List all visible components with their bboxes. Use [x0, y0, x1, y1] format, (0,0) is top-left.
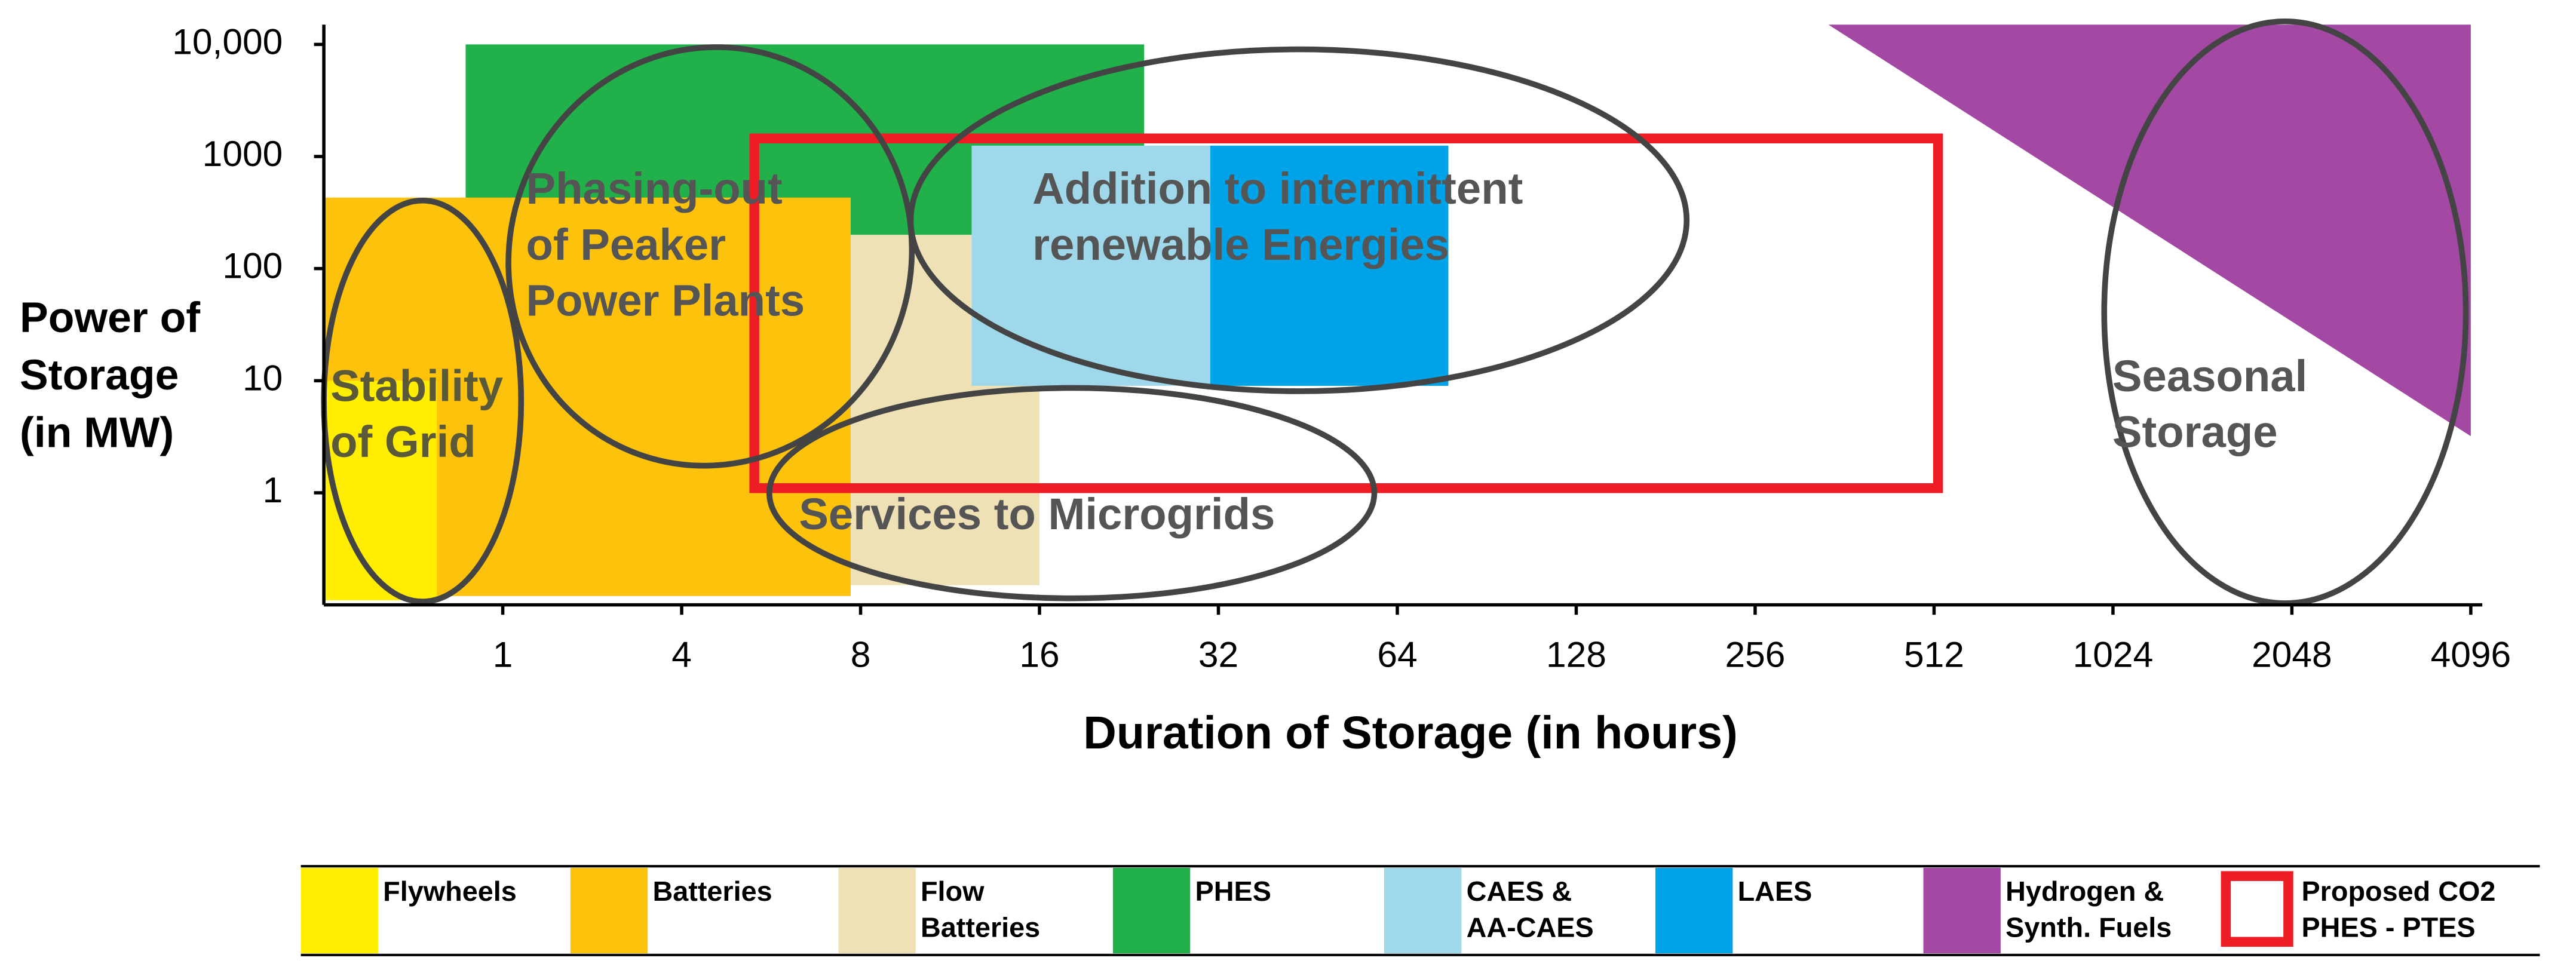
x-tick-label: 1024 [2073, 634, 2154, 675]
y-tick-label: 1000 [203, 133, 283, 174]
x-tick-label: 4096 [2431, 634, 2511, 675]
annotation: Stability of Grid [330, 361, 504, 467]
legend-label: CAES & AA-CAES [1466, 876, 1594, 944]
legend-swatch [2221, 871, 2293, 947]
x-tick-label: 32 [1198, 634, 1238, 675]
legend-label: Flow Batteries [920, 876, 1041, 944]
legend-label: Hydrogen & Synth. Fuels [2005, 876, 2172, 944]
legend-swatch [838, 867, 916, 954]
ellipse [907, 46, 1690, 394]
legend-swatch [1923, 867, 2001, 954]
legend-label: Batteries [652, 876, 772, 907]
legend-label: PHES [1195, 876, 1271, 907]
annotation-box: Seasonal Storage [2112, 351, 2308, 458]
legend-label-box: Hydrogen & Synth. Fuels [2005, 876, 2172, 944]
legend-label-box: Batteries [652, 876, 772, 907]
x-tick-label: 16 [1019, 634, 1059, 675]
annotation: Services to Microgrids [799, 490, 1275, 539]
y-axis-label: Power of Storage (in MW) [20, 292, 201, 458]
y-tick-label: 10,000 [172, 21, 283, 62]
x-tick-label: 8 [851, 634, 871, 675]
legend-label-box: Proposed CO2 PHES - PTES [2301, 876, 2496, 944]
ellipse [505, 44, 915, 469]
legend-label-box: Flow Batteries [920, 876, 1041, 944]
legend-label-box: CAES & AA-CAES [1466, 876, 1594, 944]
legend-label-box: LAES [1737, 876, 1813, 907]
annotation-box: Stability of Grid [330, 361, 504, 467]
legend-label: Flywheels [383, 876, 517, 907]
annotation-box: Addition to intermittent renewable Energ… [1032, 164, 1523, 270]
region [1210, 145, 1449, 386]
legend-swatch [1384, 867, 1462, 954]
legend-label: Proposed CO2 PHES - PTES [2301, 876, 2496, 944]
annotation-box: Phasing-out of Peaker Power Plants [526, 164, 805, 326]
legend-label-box: PHES [1195, 876, 1271, 907]
x-tick-label: 256 [1725, 634, 1785, 675]
x-axis-label: Duration of Storage (in hours) [1083, 707, 1738, 759]
y-tick-label: 100 [222, 245, 283, 286]
annotation: Addition to intermittent renewable Energ… [1032, 164, 1523, 270]
x-tick-label: 64 [1377, 634, 1417, 675]
region [1828, 24, 2471, 437]
ellipse [766, 385, 1378, 601]
region [749, 133, 1943, 493]
region [971, 145, 1210, 386]
y-tick-label: 1 [263, 469, 283, 510]
legend-swatch [300, 867, 378, 954]
x-tick-label: 128 [1546, 634, 1606, 675]
legend-label-box: Flywheels [383, 876, 517, 907]
x-tick-label: 2048 [2252, 634, 2332, 675]
y-tick-label: 10 [243, 357, 283, 398]
x-tick-label: 1 [493, 634, 513, 675]
legend-swatch [570, 867, 648, 954]
annotation-box: Services to Microgrids [799, 490, 1275, 539]
x-tick-label: 512 [1904, 634, 1964, 675]
x-tick-label: 4 [671, 634, 692, 675]
annotation: Seasonal Storage [2112, 351, 2308, 458]
legend-label: LAES [1737, 876, 1813, 907]
region [324, 380, 437, 600]
legend-swatch [1655, 867, 1733, 954]
y-axis-label-box: Power of Storage (in MW) [20, 292, 201, 458]
annotation: Phasing-out of Peaker Power Plants [526, 164, 805, 326]
legend-swatch [1112, 867, 1191, 954]
